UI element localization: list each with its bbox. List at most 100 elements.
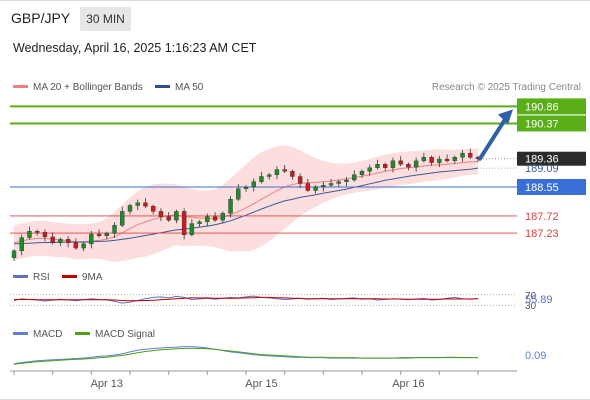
resistance-label-box — [517, 98, 586, 115]
candle-body — [313, 186, 318, 191]
candle-body — [251, 181, 256, 188]
forecast-arrow-shaft — [478, 114, 509, 161]
candles-layer — [11, 148, 481, 261]
candle-body — [267, 174, 272, 177]
candle-body — [158, 211, 164, 217]
candle-body — [65, 239, 71, 244]
candle-body — [104, 233, 110, 237]
rsi-ma-line — [14, 296, 479, 302]
candle-body — [166, 216, 171, 221]
candle-body — [336, 181, 341, 184]
candle-body — [96, 233, 102, 237]
candle-body — [205, 216, 210, 223]
resistance-label: 190.37 — [525, 118, 559, 130]
candle-body — [444, 158, 450, 162]
candle-body — [274, 169, 280, 175]
legend-rsi-label: RSI — [33, 272, 50, 283]
candle-body — [243, 186, 249, 189]
candle-body — [19, 237, 24, 252]
candle-body — [398, 160, 403, 165]
candle-body — [383, 164, 388, 168]
candle-body — [112, 225, 117, 234]
candle-body — [375, 164, 380, 168]
rsi-70-label: 70 — [525, 291, 537, 302]
candle-body — [460, 152, 465, 158]
candle-body — [359, 171, 365, 175]
candle-body — [413, 160, 419, 168]
candle-body — [282, 169, 287, 172]
candle-body — [73, 242, 79, 249]
candle-body — [58, 239, 63, 244]
candle-body — [42, 232, 48, 238]
support-label: 187.72 — [525, 211, 559, 223]
candle-body — [150, 205, 156, 212]
forecast-arrow-layer — [478, 109, 513, 161]
candle-body — [35, 231, 40, 233]
candle-body — [236, 188, 241, 200]
candle-body — [468, 152, 473, 158]
candle-body — [181, 211, 187, 235]
rsi-30-label: 30 — [525, 301, 537, 312]
legend-swatch-rsi — [13, 275, 28, 278]
candle-body — [228, 198, 233, 214]
candle-body — [11, 250, 17, 259]
datetime-label: Wednesday, April 16, 2025 1:16:23 AM CET — [13, 41, 257, 55]
candle-body — [297, 176, 303, 184]
candle-body — [406, 164, 411, 168]
legend-swatch-macd — [13, 332, 28, 335]
legend-macd-signal-label: MACD Signal — [95, 329, 155, 340]
candle-body — [120, 211, 125, 226]
pivot-label-box — [517, 178, 586, 195]
legend-ma50-label: MA 50 — [175, 82, 204, 93]
x-axis: Apr 13 Apr 15 Apr 16 — [10, 370, 517, 390]
candle-body — [197, 221, 202, 224]
candle-body — [50, 236, 55, 244]
last-price-label: 189.36 — [525, 154, 559, 166]
last-price-box — [517, 151, 586, 166]
ma-value-label: 189.09 — [525, 163, 559, 175]
resistance-label-box — [517, 115, 586, 132]
legend-swatch-rsi-ma — [62, 275, 77, 278]
candle-body — [321, 185, 326, 188]
candle-body — [429, 157, 434, 163]
candle-body — [328, 183, 334, 186]
timeframe-badge[interactable]: 30 MIN — [80, 7, 131, 31]
x-axis-label: Apr 15 — [245, 378, 277, 390]
candle-body — [390, 160, 396, 168]
candle-body — [212, 216, 218, 221]
resistance-label: 190.86 — [525, 101, 559, 113]
rsi-value-label: 55.89 — [525, 294, 553, 306]
macd-value-label: 0.09 — [525, 350, 546, 362]
candle-body — [174, 211, 179, 221]
main-legend: MA 20 + Bollinger Bands MA 50 Research ©… — [13, 82, 581, 93]
candle-body — [259, 176, 264, 182]
candle-body — [452, 157, 457, 162]
pivot-label: 188.55 — [525, 182, 559, 194]
macd-line — [13, 346, 478, 365]
support-label: 187.23 — [525, 228, 559, 240]
credit-label: Research © 2025 Trading Central — [432, 82, 581, 93]
legend-swatch-ma20 — [13, 85, 28, 88]
candle-body — [135, 202, 140, 206]
symbol-title: GBP/JPY — [11, 10, 71, 26]
candle-body — [437, 158, 442, 163]
candle-body — [127, 205, 133, 212]
macd-signal-line — [13, 347, 478, 365]
candle-body — [352, 174, 357, 181]
legend-rsi-ma-label: 9MA — [82, 272, 103, 283]
x-axis-label: Apr 16 — [392, 378, 424, 390]
candle-body — [305, 183, 311, 191]
legend-ma20-label: MA 20 + Bollinger Bands — [33, 82, 143, 93]
candle-body — [89, 233, 94, 245]
candle-body — [421, 157, 427, 162]
candle-body — [290, 171, 295, 177]
candle-body — [143, 202, 148, 207]
candle-body — [367, 167, 372, 172]
candle-body — [81, 243, 86, 249]
forecast-arrow-head — [498, 109, 513, 125]
candle-body — [220, 212, 226, 221]
legend-swatch-macd-signal — [75, 332, 90, 335]
